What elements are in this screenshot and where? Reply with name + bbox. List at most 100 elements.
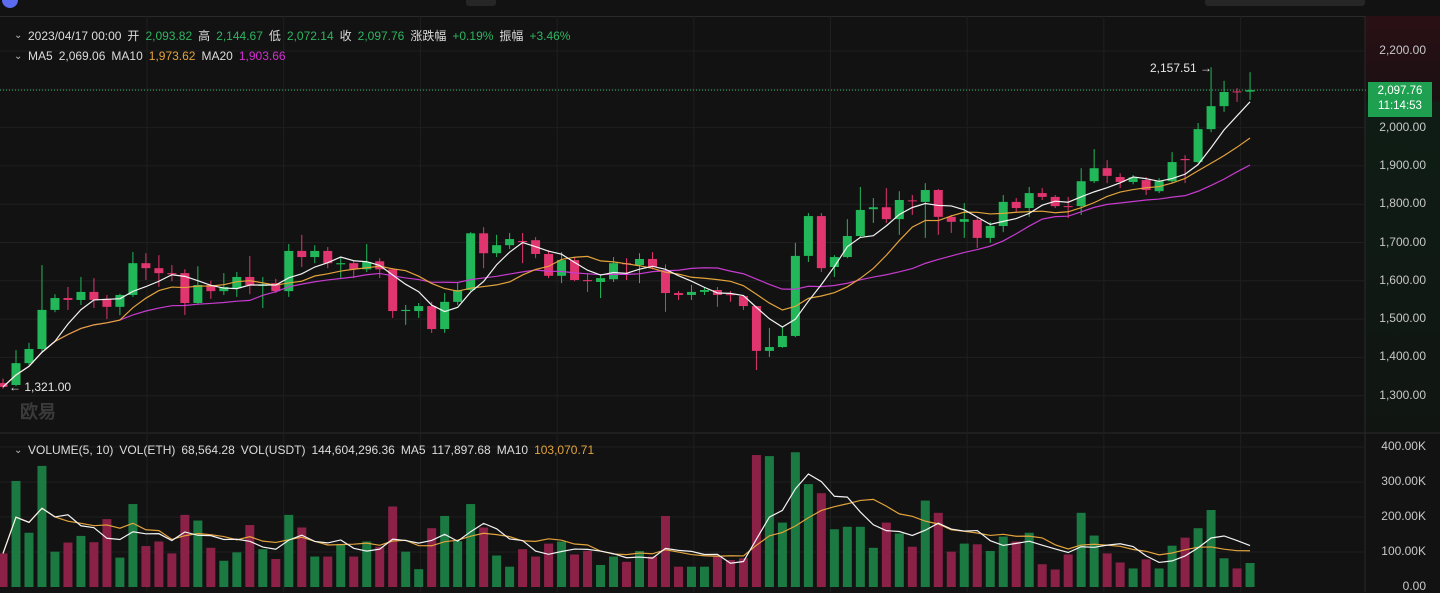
- close-value: 2,097.76: [357, 28, 405, 43]
- volume-bar: [206, 547, 216, 587]
- candle-body: [855, 209, 865, 236]
- candle-body: [0, 383, 8, 387]
- volume-bar: [193, 520, 203, 587]
- ma5-label: MA5: [28, 49, 53, 63]
- volume-bar: [596, 564, 606, 587]
- candle-body: [401, 309, 411, 312]
- ma5-line: [2, 101, 1251, 388]
- candle-body: [24, 348, 34, 364]
- toolbar-button[interactable]: [466, 0, 496, 6]
- volume-bar: [492, 555, 502, 587]
- vol-usdt-label: VOL(USDT): [240, 443, 306, 457]
- volume-bar: [1193, 528, 1203, 587]
- volume-bar: [583, 550, 593, 587]
- chevron-down-icon[interactable]: ⌄: [14, 444, 23, 456]
- volume-bar: [1245, 563, 1255, 587]
- price-tick-label: 1,300.00: [1379, 387, 1426, 402]
- candle-body: [297, 250, 307, 258]
- candle-body: [1102, 168, 1112, 176]
- volume-bar: [1050, 569, 1060, 587]
- volume-bar: [829, 529, 839, 587]
- candle-body: [751, 306, 761, 351]
- vol-eth-value: 68,564.28: [181, 443, 235, 457]
- volume-bar: [985, 550, 995, 587]
- volume-bar: [154, 541, 164, 587]
- price-tick-label: 1,600.00: [1379, 272, 1426, 287]
- volume-bar: [803, 484, 813, 587]
- candle-body: [609, 263, 619, 280]
- price-tick-label: 1,700.00: [1379, 234, 1426, 249]
- candle-body: [1219, 91, 1229, 107]
- volume-ma5-line: [2, 473, 1251, 564]
- volume-bar: [842, 526, 852, 587]
- chevron-down-icon[interactable]: ⌄: [14, 50, 23, 62]
- volume-bar: [1154, 568, 1164, 587]
- volume-bar: [1128, 568, 1138, 587]
- candle-body: [1037, 193, 1047, 197]
- low-marker: ← 1,321.00: [9, 380, 72, 394]
- volume-bar: [764, 456, 774, 587]
- volume-bar: [751, 455, 761, 587]
- vol-eth-label: VOL(ETH): [119, 443, 176, 457]
- volume-legend: ⌄ VOLUME(5, 10) VOL(ETH) 68,564.28 VOL(U…: [14, 443, 600, 457]
- candle-body: [440, 301, 450, 330]
- volume-bar: [660, 515, 670, 587]
- volume-bar: [1011, 541, 1021, 587]
- candle-body: [803, 216, 813, 256]
- price-tick-label: 1,400.00: [1379, 349, 1426, 364]
- volume-bar: [466, 504, 476, 587]
- ma20-label: MA20: [201, 49, 233, 63]
- volume-bar: [1180, 537, 1190, 587]
- price-tick-label: 1,800.00: [1379, 196, 1426, 211]
- volume-bar: [855, 526, 865, 587]
- candle-body: [596, 278, 606, 282]
- volume-bar: [297, 527, 307, 587]
- volume-bar: [1219, 558, 1229, 587]
- candle-body: [648, 258, 657, 268]
- volume-bar: [673, 566, 683, 587]
- volume-tick-label: 400.00K: [1381, 439, 1426, 453]
- ma5-value: 2,069.06: [58, 49, 106, 63]
- candle-body: [557, 260, 567, 276]
- candle-body: [505, 239, 515, 246]
- candle-body: [544, 253, 554, 276]
- candle-body: [764, 347, 774, 351]
- price-tick-label: 2,200.00: [1379, 43, 1426, 57]
- close-label: 收: [339, 29, 352, 43]
- candle-body: [816, 216, 826, 269]
- toolbar-toggle[interactable]: [1205, 0, 1365, 6]
- volume-bar: [790, 452, 800, 587]
- volume-bar: [0, 553, 8, 587]
- change-value: +0.19%: [452, 28, 494, 43]
- candle-body: [881, 207, 891, 220]
- volume-bar: [37, 465, 47, 587]
- ma20-line: [2, 164, 1251, 388]
- candle-body: [686, 291, 696, 295]
- volume-bar: [1024, 532, 1034, 587]
- candle-body: [388, 269, 398, 312]
- candle-body: [1206, 106, 1216, 130]
- volume-bar: [180, 514, 190, 587]
- volume-tick-label: 0.00: [1402, 579, 1426, 593]
- price-tick-label: 2,000.00: [1379, 119, 1426, 134]
- candle-body: [323, 250, 333, 264]
- high-label: 高: [198, 29, 211, 43]
- vol-ma5-value: 117,897.68: [431, 443, 491, 457]
- open-value: 2,093.82: [145, 28, 193, 43]
- vol-usdt-value: 144,604,296.36: [311, 443, 395, 457]
- volume-bar: [271, 559, 281, 587]
- candle-body: [362, 262, 372, 270]
- volume-bar: [63, 542, 73, 587]
- ma20-value: 1,903.66: [238, 49, 286, 63]
- candle-body: [1167, 162, 1177, 182]
- candle-body: [271, 283, 281, 292]
- volume-bar: [725, 560, 735, 587]
- volume-bar: [622, 561, 632, 587]
- volume-bar: [1206, 510, 1216, 587]
- vol-ma10-value: 103,070.71: [534, 443, 595, 457]
- candle-body: [141, 263, 151, 269]
- candle-body: [1232, 91, 1242, 93]
- candle-body: [699, 289, 709, 292]
- chevron-down-icon[interactable]: ⌄: [14, 30, 23, 41]
